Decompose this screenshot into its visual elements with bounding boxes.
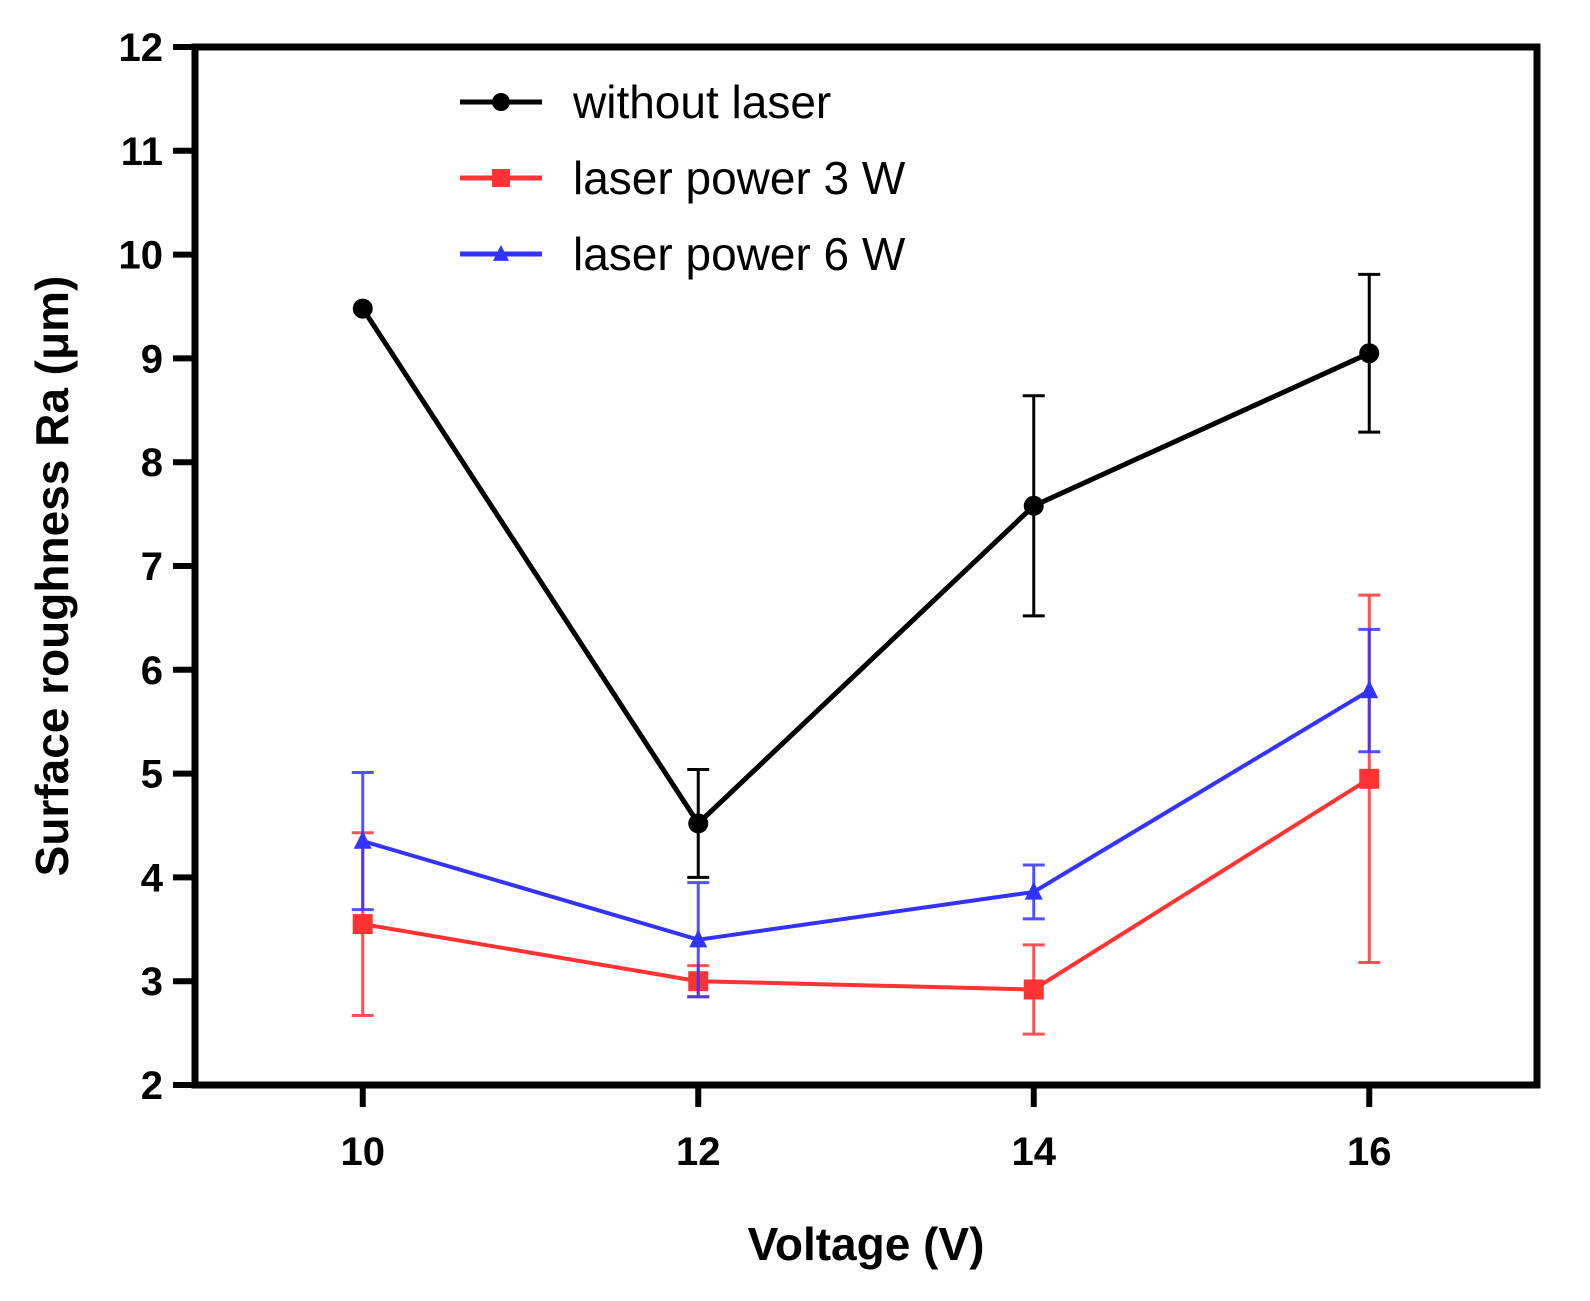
- x-axis-title: Voltage (V): [748, 1218, 985, 1270]
- x-tick-label: 10: [341, 1130, 386, 1174]
- legend-swatch-marker: [492, 169, 510, 187]
- data-point: [1024, 881, 1043, 900]
- legend: without laser laser power 3 W laser power …: [460, 76, 906, 280]
- legend-swatch-marker: [492, 93, 510, 111]
- series-without-laser: [352, 272, 1381, 879]
- legend-entry: laser power 6 W: [460, 228, 906, 280]
- legend-label: laser power 6 W: [573, 228, 906, 280]
- data-point: [689, 929, 708, 948]
- data-point: [1359, 343, 1380, 364]
- data-point: [353, 830, 372, 849]
- y-tick-label: 10: [119, 234, 164, 278]
- legend-label: laser power 3 W: [573, 152, 906, 204]
- legend-entry: laser power 3 W: [460, 152, 906, 204]
- y-tick-label: 12: [119, 26, 164, 70]
- data-point: [1359, 768, 1380, 789]
- data-point: [1360, 680, 1379, 699]
- y-tick-label: 4: [141, 856, 164, 900]
- data-point: [688, 813, 709, 834]
- y-tick-label: 9: [141, 337, 163, 381]
- y-tick-label: 3: [141, 960, 163, 1004]
- y-tick-label: 8: [141, 441, 163, 485]
- x-tick-label: 14: [1012, 1130, 1057, 1174]
- series-line: [360, 307, 1371, 828]
- series-line: [362, 688, 1371, 942]
- y-tick-label: 11: [121, 130, 163, 174]
- x-tick-label: 12: [676, 1130, 721, 1174]
- series-laser-power-6-w: [351, 627, 1381, 999]
- data-point: [1023, 495, 1044, 516]
- legend-swatch-marker: [493, 244, 509, 261]
- x-tick-label: 16: [1347, 1130, 1392, 1174]
- plot-area: [351, 272, 1381, 1036]
- legend-entry: without laser: [460, 76, 831, 128]
- legend-label: without laser: [572, 76, 831, 128]
- y-tick-label: 7: [141, 545, 163, 589]
- axes: 2 3 4 5 6 7 8 9 10 11 12 10 12 14 16: [119, 26, 1541, 1174]
- y-tick-label: 5: [141, 753, 163, 797]
- data-point: [1023, 979, 1044, 1000]
- y-tick-label: 2: [141, 1064, 163, 1108]
- data-point: [352, 914, 373, 935]
- y-tick-label: 6: [141, 649, 163, 693]
- data-point: [352, 298, 373, 319]
- series-line: [362, 777, 1371, 992]
- y-axis-title: Surface roughness Ra (μm): [26, 276, 78, 877]
- series-laser-power-3-w: [351, 593, 1381, 1036]
